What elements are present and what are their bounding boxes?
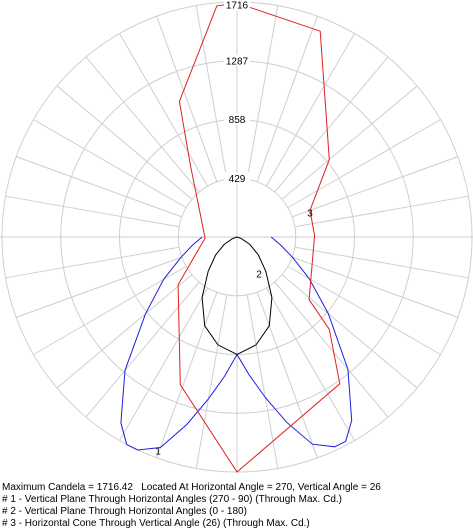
- radial-grid-line: [274, 281, 389, 418]
- r-tick-label: 1716: [226, 1, 249, 12]
- radial-grid-line: [292, 256, 458, 318]
- radial-grid-line: [287, 265, 441, 355]
- radial-grid-line: [16, 156, 182, 218]
- radial-grid-line: [156, 16, 218, 182]
- curve: [201, 236, 273, 356]
- radial-grid-line: [5, 195, 180, 228]
- radial-grid-line: [256, 16, 318, 182]
- radial-grid-line: [85, 281, 200, 418]
- tick-label-bg: [224, 0, 250, 11]
- tick-label-bg: [224, 113, 250, 125]
- radial-grid-line: [195, 294, 228, 469]
- r-tick-label: 429: [229, 174, 246, 185]
- curve-label: 3: [307, 209, 313, 220]
- radial-grid-line: [287, 119, 441, 209]
- legend-entry: # 3 - Horizontal Cone Through Vertical A…: [2, 518, 310, 529]
- radial-grid-line: [281, 274, 418, 389]
- radial-grid-line: [265, 33, 355, 187]
- radial-grid-line: [33, 119, 187, 209]
- tick-label-bg: [224, 172, 250, 184]
- radial-grid-line: [119, 287, 209, 441]
- curve: [177, 2, 341, 473]
- radial-grid-line: [294, 195, 469, 228]
- tick-label-bg: [224, 54, 250, 66]
- curve-label: 1: [155, 447, 161, 458]
- r-tick-label: 1287: [226, 56, 249, 67]
- radial-grid-line: [16, 256, 182, 318]
- summary: Maximum Candela = 1716.42 Located At Hor…: [2, 482, 381, 493]
- radial-grid-line: [281, 85, 418, 200]
- r-tick-label: 858: [229, 115, 246, 126]
- radial-grid-line: [256, 292, 318, 458]
- radial-grid-line: [195, 5, 228, 180]
- radial-grid-line: [33, 265, 187, 355]
- legend-entry: # 1 - Vertical Plane Through Horizontal …: [2, 494, 342, 505]
- radial-grid-line: [156, 292, 218, 458]
- radial-grid-line: [292, 156, 458, 218]
- radial-grid-line: [56, 85, 193, 200]
- radial-grid-line: [119, 33, 209, 187]
- radial-grid-line: [246, 5, 279, 180]
- radial-grid-line: [265, 287, 355, 441]
- radial-grid-line: [294, 246, 469, 279]
- radial-grid-line: [56, 274, 193, 389]
- radial-grid-line: [5, 246, 180, 279]
- curve: [120, 236, 353, 451]
- curve-label: 2: [256, 270, 262, 281]
- radial-grid-line: [246, 294, 279, 469]
- legend-entry: # 2 - Vertical Plane Through Horizontal …: [2, 506, 247, 517]
- radial-grid-line: [85, 56, 200, 193]
- radial-grid-line: [274, 56, 389, 193]
